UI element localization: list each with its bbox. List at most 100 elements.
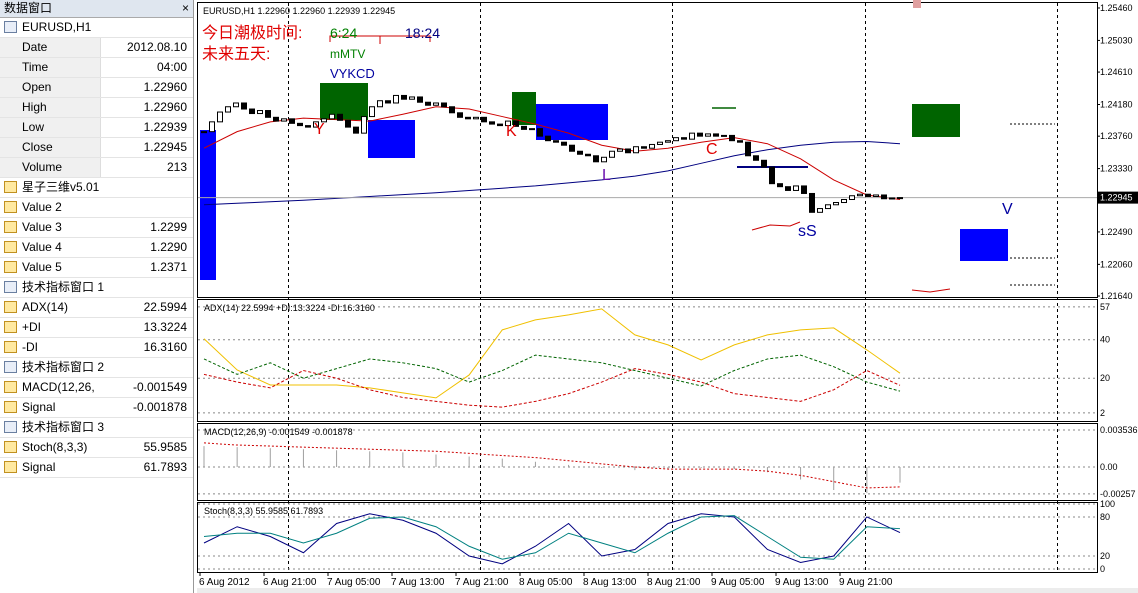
data-row: Stoch(8,3,3) 55.9585 [0, 438, 193, 458]
candle [633, 146, 639, 154]
panel-title-text: 数据窗口 [4, 1, 53, 15]
row-icon [4, 221, 17, 233]
candle [505, 120, 511, 127]
row-label: Close [0, 138, 101, 157]
annotation: 6:24 [330, 25, 357, 41]
candle [329, 113, 335, 120]
row-label: Value 5 [22, 260, 62, 274]
row-label: -DI [22, 340, 38, 354]
candle [833, 202, 839, 206]
row-value: 1.2371 [150, 260, 187, 274]
candle [761, 159, 767, 168]
row-icon [4, 361, 17, 373]
data-row: Volume 213 [0, 158, 193, 178]
row-icon [4, 181, 17, 193]
candle [377, 100, 383, 108]
candle [553, 140, 559, 143]
scrollbar[interactable] [197, 588, 1138, 593]
row-label: Volume [0, 158, 101, 177]
row-value: 04:00 [156, 60, 187, 74]
y-tick-label: 0 [1100, 564, 1105, 574]
y-tick-label: 1.23330 [1100, 164, 1133, 174]
row-value: 1.22939 [143, 120, 187, 134]
pane-frame [197, 423, 1098, 501]
row-value: 61.7893 [143, 460, 187, 474]
data-row: +DI 13.3224 [0, 318, 193, 338]
x-tick-label: 6 Aug 21:00 [263, 577, 317, 588]
zone [368, 120, 415, 158]
indicator-line [203, 106, 901, 200]
y-tick-label: 40 [1100, 335, 1110, 345]
data-row: EURUSD,H1 [0, 18, 193, 38]
indicator-line [203, 140, 901, 206]
annotation: VYKCD [330, 66, 375, 81]
arrow-marker [913, 0, 921, 8]
candle [297, 122, 303, 127]
row-label: +DI [22, 320, 42, 334]
data-row: Time 04:00 [0, 58, 193, 78]
indicator-line [203, 354, 901, 392]
pane-title: EURUSD,H1 1.22960 1.22960 1.22939 1.2294… [203, 6, 395, 16]
candle [441, 102, 447, 108]
pane-title: MACD(12,26,9) -0.001549 -0.001878 [204, 427, 353, 437]
zones [200, 35, 1055, 293]
candle [753, 155, 759, 161]
y-tick-label: 1.24180 [1100, 99, 1133, 109]
row-label: Value 2 [22, 200, 62, 214]
row-value: 1.2299 [150, 220, 187, 234]
x-tick-label: 9 Aug 21:00 [839, 577, 893, 588]
data-row: Close 1.22945 [0, 138, 193, 158]
close-button[interactable]: × [181, 1, 189, 15]
candle [785, 186, 791, 191]
row-label: Date [0, 38, 101, 57]
row-icon [4, 381, 17, 393]
candle [361, 116, 367, 134]
candle [769, 166, 775, 185]
candle [401, 94, 407, 100]
data-row: 技术指标窗口 3 [0, 418, 193, 438]
candle [465, 116, 471, 120]
row-label: Value 4 [22, 240, 62, 254]
y-tick-label: 1.22060 [1100, 259, 1133, 269]
row-label: Value 3 [22, 220, 62, 234]
candle [825, 204, 831, 210]
row-label: Stoch(8,3,3) [22, 440, 88, 454]
day-separators [288, 3, 1058, 572]
candle [529, 128, 535, 131]
data-row: Value 3 1.2299 [0, 218, 193, 238]
row-icon [4, 201, 17, 213]
candle [681, 137, 687, 140]
candle [409, 96, 415, 100]
annotation: 今日潮极时间: [202, 24, 302, 42]
row-label: Open [0, 78, 101, 97]
candle [249, 108, 255, 115]
frames [197, 2, 1098, 573]
annotation: mMTV [330, 47, 365, 61]
data-row: Low 1.22939 [0, 118, 193, 138]
data-row: Open 1.22960 [0, 78, 193, 98]
data-row: 技术指标窗口 1 [0, 278, 193, 298]
row-icon [4, 241, 17, 253]
candle [321, 118, 327, 123]
row-value: 13.3224 [143, 320, 187, 334]
pane-frame [197, 2, 1098, 298]
candle [209, 121, 215, 133]
row-value: -0.001549 [132, 380, 187, 394]
annotation: 18:24 [405, 25, 440, 41]
candle [537, 128, 543, 137]
candle [385, 100, 391, 104]
annotation: Y [314, 121, 325, 138]
candle [473, 116, 479, 120]
pane-frame [197, 299, 1098, 422]
row-value: 22.5994 [143, 300, 187, 314]
candle [513, 120, 519, 127]
y-tick-label: 1.25460 [1100, 3, 1133, 13]
annotation: sS [798, 223, 817, 240]
candle [217, 111, 223, 123]
data-row: Signal -0.001878 [0, 398, 193, 418]
candle [601, 156, 607, 163]
candle [817, 208, 823, 213]
row-value: 16.3160 [143, 340, 187, 354]
y-tick-label: 0.003536 [1100, 425, 1138, 435]
candle [801, 185, 807, 194]
